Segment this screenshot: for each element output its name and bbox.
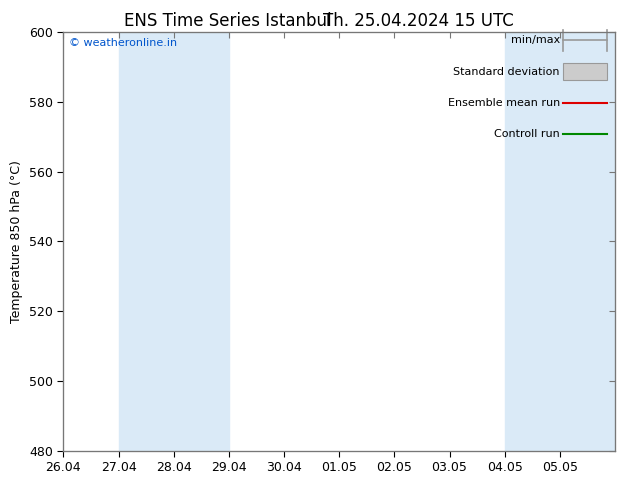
Text: Controll run: Controll run (494, 129, 560, 140)
Text: © weatheronline.in: © weatheronline.in (69, 38, 177, 48)
Bar (505, 32, 615, 451)
Bar (119, 32, 229, 451)
Text: Th. 25.04.2024 15 UTC: Th. 25.04.2024 15 UTC (323, 12, 514, 30)
Text: min/max: min/max (510, 35, 560, 45)
Y-axis label: Temperature 850 hPa (°C): Temperature 850 hPa (°C) (10, 160, 23, 323)
Text: Ensemble mean run: Ensemble mean run (448, 98, 560, 108)
Text: Standard deviation: Standard deviation (453, 67, 560, 76)
Text: ENS Time Series Istanbul: ENS Time Series Istanbul (124, 12, 332, 30)
Bar (562, 63, 607, 80)
